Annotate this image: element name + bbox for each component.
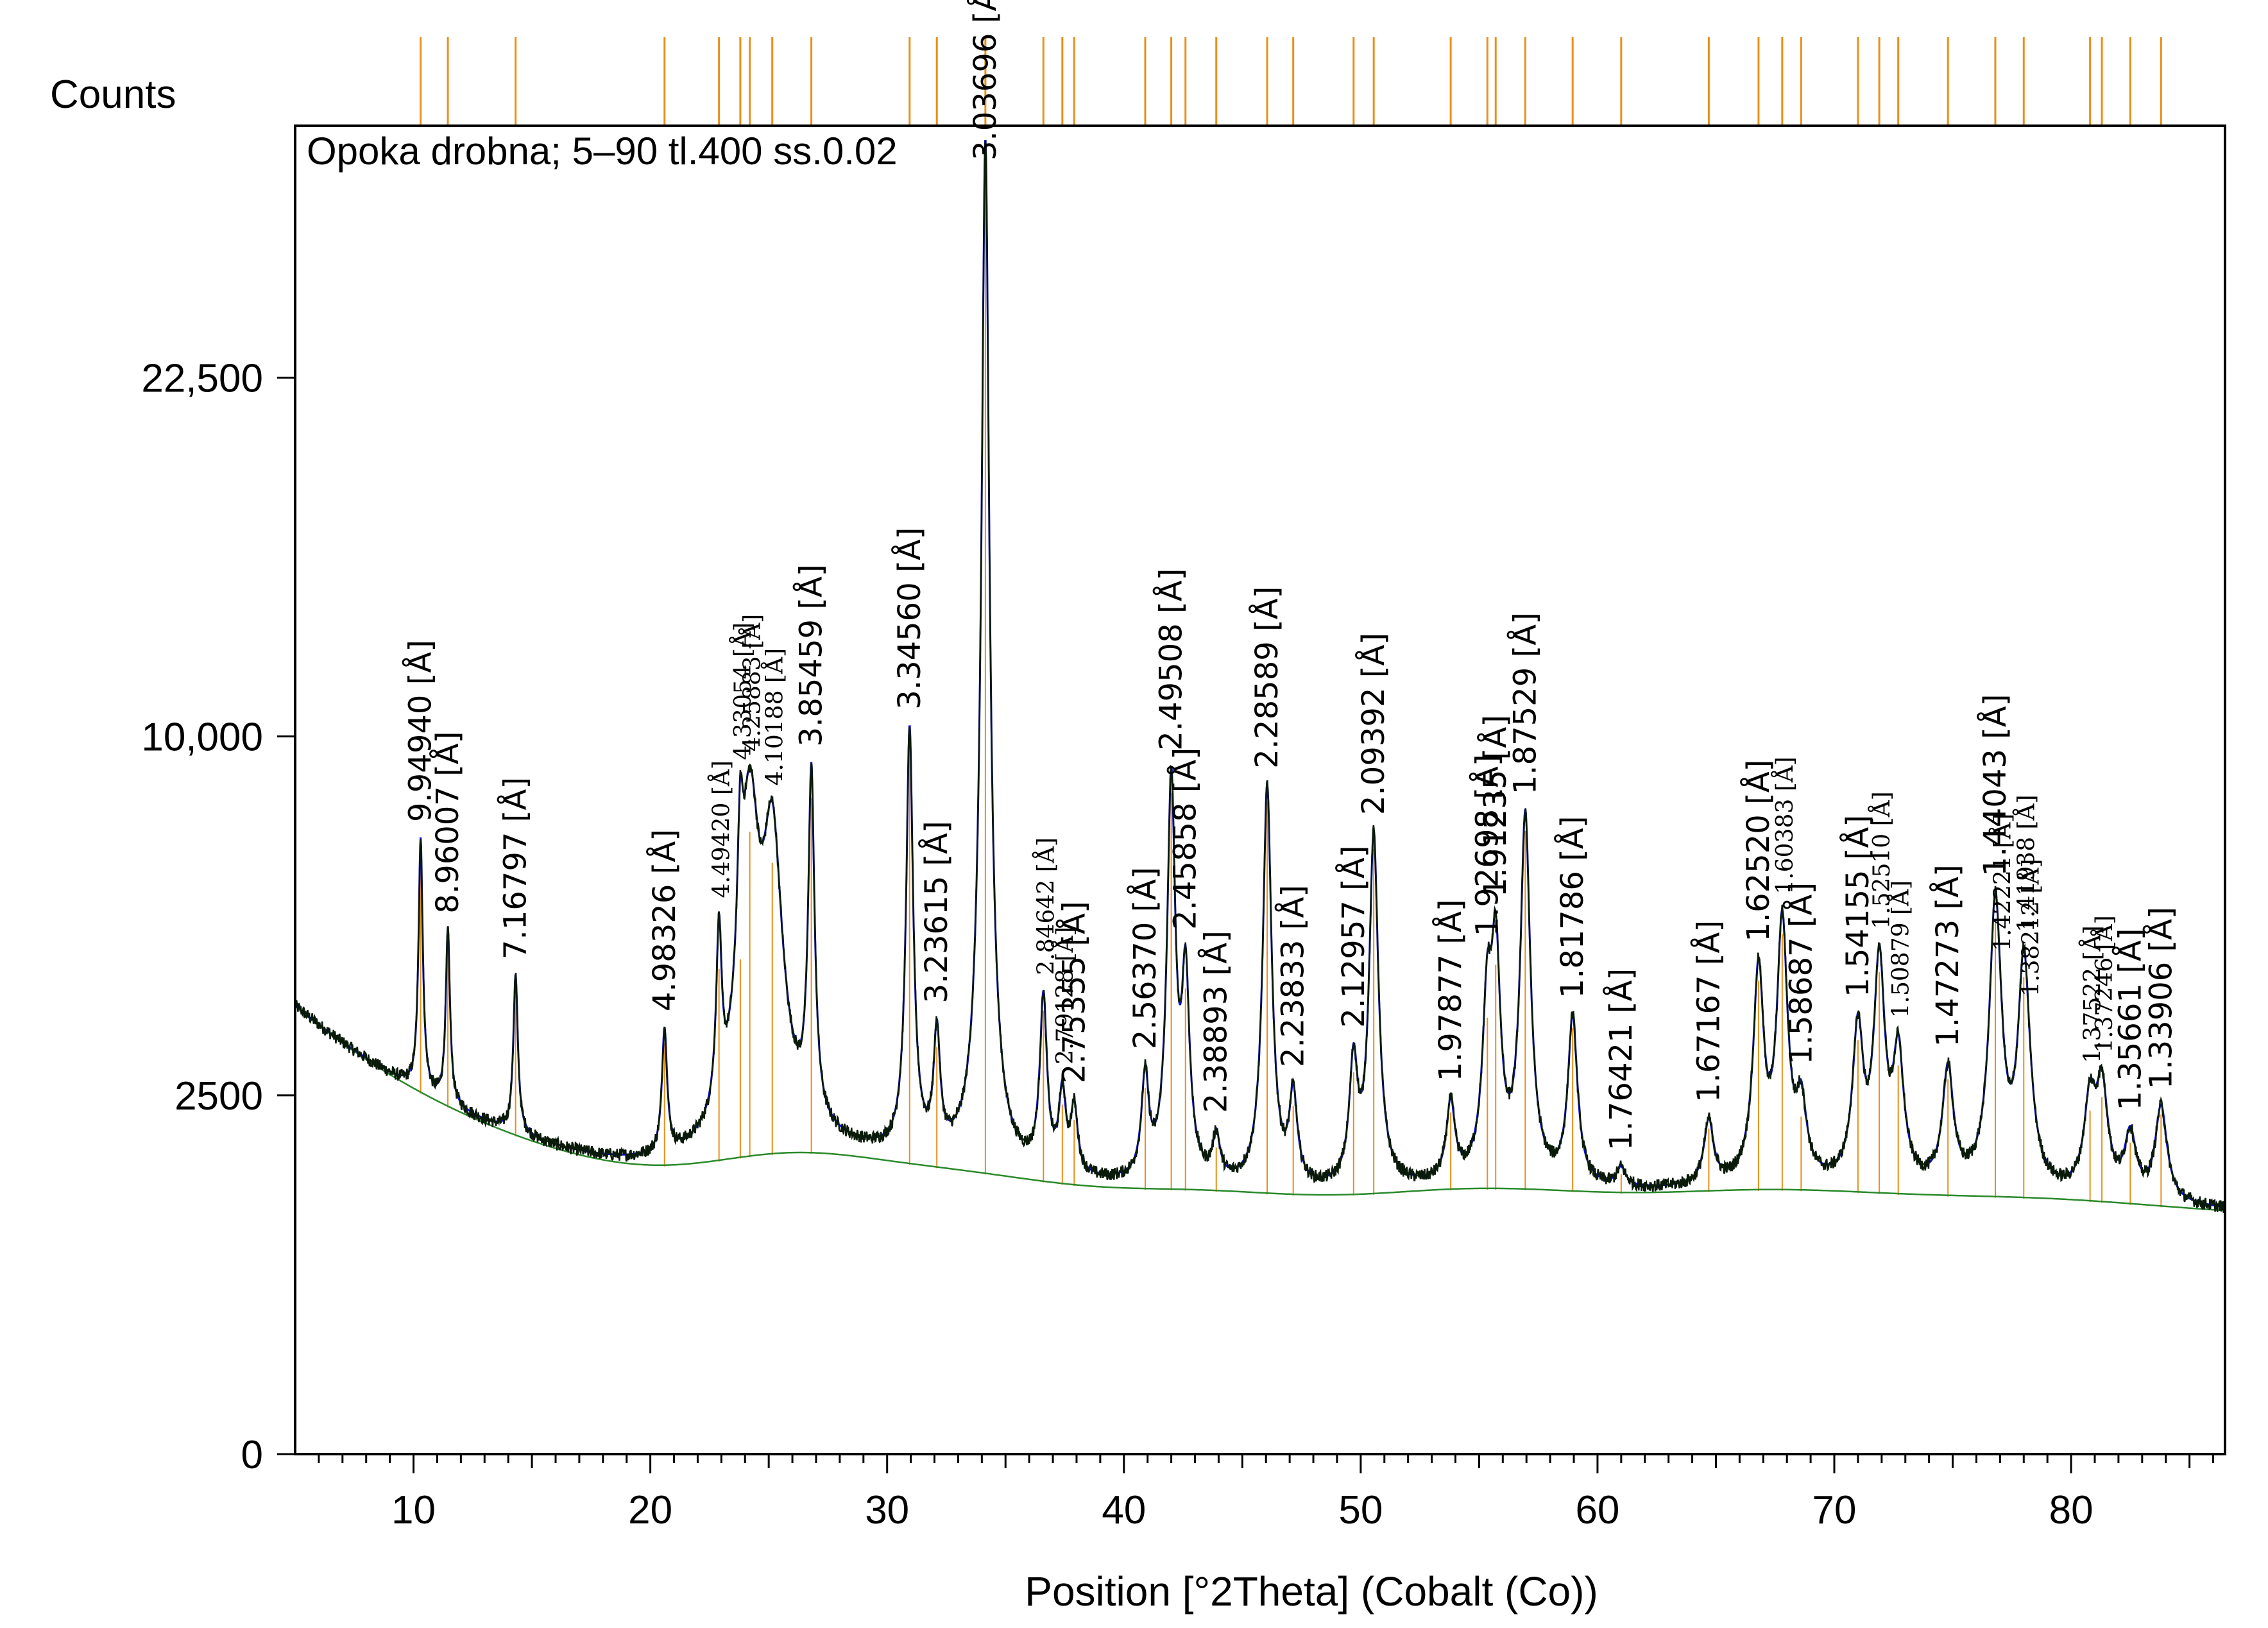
peak-label: 1.41938 [Å]: [2013, 794, 2040, 932]
peak-label: 4.25883 [Å]: [739, 614, 766, 751]
x-axis-ticks: 10 20 30 40 50 60 70 80: [318, 1454, 2215, 1532]
peak-label: 1.50879 [Å]: [1888, 880, 1914, 1018]
x-tick-label: 20: [628, 1488, 672, 1532]
peak-label: 1.58687 [Å]: [1782, 882, 1819, 1065]
background-curve: [294, 1005, 2225, 1212]
y-tick-label: 22,500: [141, 356, 263, 400]
peak-label: 3.34560 [Å]: [891, 527, 928, 710]
peak-label: 1.35661 [Å]: [2111, 928, 2148, 1110]
y-tick-label: 2500: [175, 1074, 263, 1118]
x-tick-label: 30: [865, 1488, 909, 1532]
x-tick-label: 10: [391, 1488, 436, 1532]
peak-label: 1.47273 [Å]: [1929, 864, 1966, 1047]
peak-label: 1.44043 [Å]: [1977, 694, 2013, 877]
peak-label: 2.49508 [Å]: [1153, 569, 1189, 751]
peak-label: 7.16797 [Å]: [497, 777, 534, 959]
reference-strip: [420, 37, 2162, 126]
peak-label: 4.49420 [Å]: [708, 760, 735, 898]
peak-label: 3.23615 [Å]: [918, 821, 955, 1003]
peak-label: 1.62520 [Å]: [1740, 760, 1777, 942]
peak-label: 1.37246 [Å]: [2091, 915, 2118, 1052]
peak-label: 1.97877 [Å]: [1432, 899, 1469, 1081]
chart-title: Opoka drobna; 5–90 tl.400 ss.0.02: [307, 130, 898, 173]
x-axis-label: Position [°2Theta] (Cobalt (Co)): [1025, 1568, 1598, 1615]
peak-label: 1.87529 [Å]: [1506, 612, 1543, 794]
peak-label: 9.94940 [Å]: [402, 640, 439, 822]
reference-lines: [420, 171, 2162, 1208]
x-tick-label: 40: [1102, 1488, 1146, 1532]
peak-label: 3.03696 [Å]: [967, 0, 1003, 160]
peak-label: 1.42221 [Å]: [1989, 814, 2016, 951]
peak-label: 1.54155 [Å]: [1839, 815, 1876, 997]
peak-label: 4.10188 [Å]: [762, 648, 789, 785]
peak-label: 2.28589 [Å]: [1249, 587, 1285, 769]
y-tick-label: 0: [241, 1433, 263, 1477]
y-tick-label: 10,000: [141, 715, 263, 760]
x-tick-label: 80: [2049, 1488, 2093, 1532]
x-tick-label: 70: [1812, 1488, 1857, 1532]
peak-label: 1.81786 [Å]: [1554, 816, 1590, 998]
peak-labels: 9.94940 [Å]8.96007 [Å] 7.16797 [Å] 4.98326…: [402, 0, 2179, 1151]
x-tick-label: 60: [1575, 1488, 1619, 1532]
peak-label: 2.23833 [Å]: [1275, 885, 1311, 1067]
peak-label: 1.60383 [Å]: [1771, 757, 1798, 894]
observed-pattern: [294, 140, 2226, 1213]
peak-label: 2.79128 [Å]: [1052, 927, 1079, 1064]
peak-label: 1.92698 [Å]: [1469, 754, 1505, 936]
peak-label: 1.76421 [Å]: [1603, 968, 1639, 1151]
plot-frame: [294, 124, 2226, 1455]
peak-label: 1.33906 [Å]: [2142, 907, 2179, 1089]
peak-label: 1.38212 [Å]: [2018, 859, 2045, 996]
peak-label: 2.45858 [Å]: [1167, 748, 1204, 930]
peak-label: 1.67167 [Å]: [1690, 920, 1727, 1102]
peak-label: 2.75355 [Å]: [1055, 901, 1092, 1083]
peak-label: 2.12957 [Å]: [1335, 846, 1372, 1028]
peak-label: 4.98326 [Å]: [646, 829, 683, 1011]
y-axis-ticks: 0 2500 10,000 22,500: [141, 356, 295, 1477]
peak-label: 2.56370 [Å]: [1127, 867, 1163, 1049]
peak-label: 1.52510 [Å]: [1868, 791, 1895, 929]
peak-label: 4.33054 [Å]: [729, 622, 756, 760]
peak-label: 8.96007 [Å]: [429, 732, 466, 914]
peak-label: 2.38893 [Å]: [1198, 930, 1234, 1113]
peak-label: 3.85459 [Å]: [793, 564, 830, 746]
peak-label: 1.91235 [Å]: [1477, 715, 1513, 897]
peak-label: 1.37522 [Å]: [2079, 925, 2106, 1063]
peak-label: 2.84642 [Å]: [1032, 837, 1059, 975]
x-tick-label: 50: [1338, 1488, 1383, 1532]
peak-label: 2.09392 [Å]: [1355, 633, 1392, 815]
y-axis-label: Counts: [50, 73, 176, 117]
